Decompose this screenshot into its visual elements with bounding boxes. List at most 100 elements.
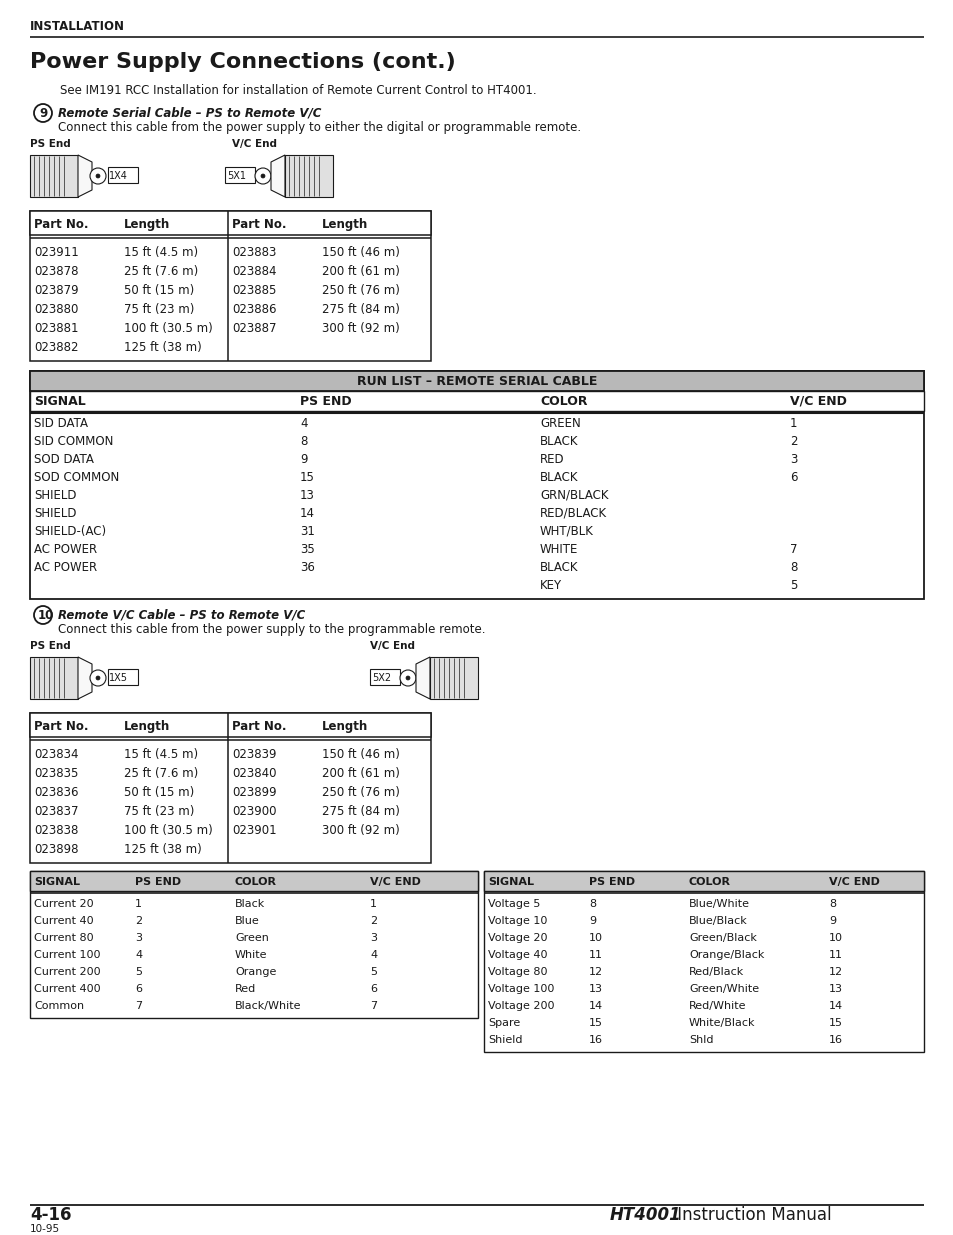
Text: SIGNAL: SIGNAL: [488, 877, 534, 887]
Text: SID COMMON: SID COMMON: [34, 435, 113, 448]
Text: Voltage 100: Voltage 100: [488, 984, 554, 994]
Text: V/C END: V/C END: [828, 877, 879, 887]
Text: BLACK: BLACK: [539, 561, 578, 574]
Text: SIGNAL: SIGNAL: [34, 395, 86, 408]
Text: 3: 3: [370, 932, 376, 944]
Text: SOD COMMON: SOD COMMON: [34, 471, 119, 484]
Bar: [30, 211, 431, 235]
Text: Length: Length: [124, 720, 170, 734]
Text: 275 ft (84 m): 275 ft (84 m): [322, 303, 399, 316]
Text: 150 ft (46 m): 150 ft (46 m): [322, 748, 399, 761]
Text: 6: 6: [789, 471, 797, 484]
Text: Length: Length: [124, 219, 170, 231]
Text: 300 ft (92 m): 300 ft (92 m): [322, 322, 399, 335]
Text: 10: 10: [828, 932, 842, 944]
Text: INSTALLATION: INSTALLATION: [30, 20, 125, 33]
Text: Spare: Spare: [488, 1018, 519, 1028]
Text: 7: 7: [135, 1002, 142, 1011]
Polygon shape: [78, 657, 91, 699]
Text: V/C END: V/C END: [370, 877, 420, 887]
Circle shape: [96, 174, 100, 178]
Text: Current 80: Current 80: [34, 932, 93, 944]
Text: Blue: Blue: [234, 916, 259, 926]
Circle shape: [406, 676, 410, 680]
Text: Voltage 200: Voltage 200: [488, 1002, 554, 1011]
Text: Power Supply Connections (cont.): Power Supply Connections (cont.): [30, 52, 456, 72]
Text: SIGNAL: SIGNAL: [34, 877, 80, 887]
Text: 5: 5: [789, 579, 797, 592]
Circle shape: [34, 104, 52, 122]
Text: 15 ft (4.5 m): 15 ft (4.5 m): [124, 748, 198, 761]
Text: 200 ft (61 m): 200 ft (61 m): [322, 767, 399, 781]
Circle shape: [90, 168, 106, 184]
Circle shape: [399, 671, 416, 685]
Bar: [30, 713, 431, 737]
Text: 14: 14: [299, 508, 314, 520]
Text: 023840: 023840: [232, 767, 276, 781]
Text: 9: 9: [828, 916, 835, 926]
Bar: [370, 669, 399, 685]
Text: 9: 9: [299, 453, 307, 466]
Text: 023885: 023885: [232, 284, 276, 296]
Text: COLOR: COLOR: [539, 395, 587, 408]
Bar: [225, 167, 254, 183]
Text: 6: 6: [135, 984, 142, 994]
Text: PS End: PS End: [30, 641, 71, 651]
Bar: [30, 370, 923, 599]
Text: Length: Length: [322, 219, 368, 231]
Text: Orange: Orange: [234, 967, 276, 977]
Text: V/C End: V/C End: [232, 140, 276, 149]
Text: 023881: 023881: [34, 322, 78, 335]
Text: Red: Red: [234, 984, 256, 994]
Text: PS END: PS END: [588, 877, 635, 887]
Text: 4: 4: [135, 950, 142, 960]
Text: Connect this cable from the power supply to either the digital or programmable r: Connect this cable from the power supply…: [58, 121, 580, 135]
Text: 023879: 023879: [34, 284, 78, 296]
Text: 9: 9: [39, 107, 48, 120]
Text: 8: 8: [789, 561, 797, 574]
Text: BLACK: BLACK: [539, 435, 578, 448]
Text: Voltage 40: Voltage 40: [488, 950, 547, 960]
Text: 12: 12: [588, 967, 602, 977]
Bar: [30, 370, 923, 391]
Text: 5: 5: [370, 967, 376, 977]
Text: 75 ft (23 m): 75 ft (23 m): [124, 805, 194, 818]
Text: 7: 7: [370, 1002, 376, 1011]
Polygon shape: [271, 156, 285, 198]
Text: 023887: 023887: [232, 322, 276, 335]
Text: 31: 31: [299, 525, 314, 538]
Text: COLOR: COLOR: [234, 877, 276, 887]
Text: GRN/BLACK: GRN/BLACK: [539, 489, 608, 501]
Text: WHT/BLK: WHT/BLK: [539, 525, 594, 538]
Text: 10: 10: [38, 609, 54, 622]
Text: Black: Black: [234, 899, 265, 909]
Text: KEY: KEY: [539, 579, 561, 592]
Text: 3: 3: [135, 932, 142, 944]
Text: 15: 15: [828, 1018, 842, 1028]
Text: 7: 7: [789, 543, 797, 556]
Text: 2: 2: [789, 435, 797, 448]
Text: 250 ft (76 m): 250 ft (76 m): [322, 785, 399, 799]
Circle shape: [90, 671, 106, 685]
Text: 4: 4: [370, 950, 376, 960]
Text: 13: 13: [828, 984, 842, 994]
Text: Green: Green: [234, 932, 269, 944]
Text: 150 ft (46 m): 150 ft (46 m): [322, 246, 399, 259]
Text: 15 ft (4.5 m): 15 ft (4.5 m): [124, 246, 198, 259]
Text: 8: 8: [299, 435, 307, 448]
Text: 35: 35: [299, 543, 314, 556]
Text: 75 ft (23 m): 75 ft (23 m): [124, 303, 194, 316]
Text: 15: 15: [588, 1018, 602, 1028]
Text: 8: 8: [588, 899, 596, 909]
Bar: [483, 871, 923, 890]
Text: SHIELD-(AC): SHIELD-(AC): [34, 525, 106, 538]
Text: PS End: PS End: [30, 140, 71, 149]
Text: 14: 14: [828, 1002, 842, 1011]
Text: 023882: 023882: [34, 341, 78, 354]
Text: 10: 10: [588, 932, 602, 944]
Text: 5X1: 5X1: [227, 170, 246, 182]
Text: Current 200: Current 200: [34, 967, 100, 977]
Circle shape: [261, 174, 265, 178]
Text: 4: 4: [299, 417, 307, 430]
Polygon shape: [78, 156, 91, 198]
